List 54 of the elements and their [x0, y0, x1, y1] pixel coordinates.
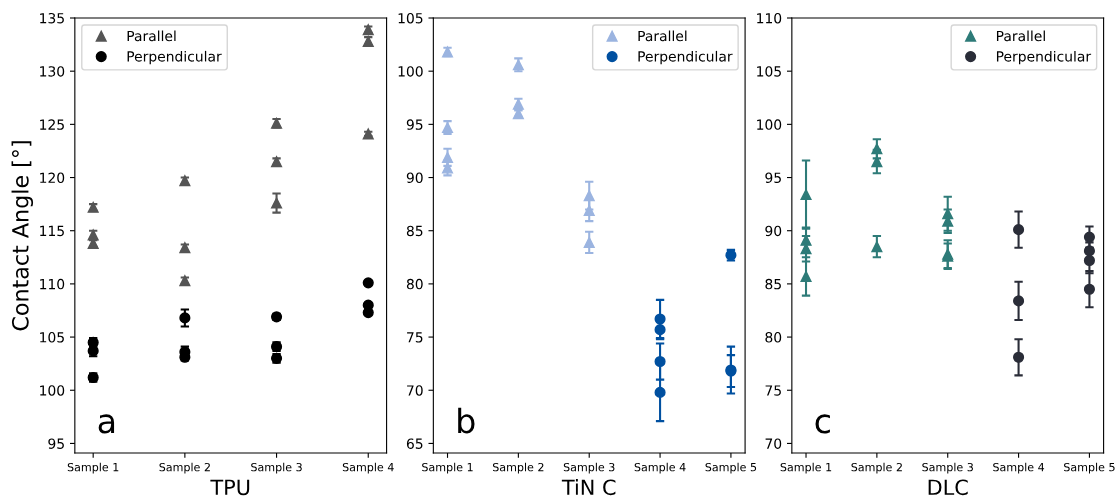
y-tick-label: 130 — [40, 66, 65, 77]
y-tick-label: 75 — [765, 385, 781, 396]
y-tick-label: 110 — [757, 12, 782, 24]
y-tick-label: 65 — [406, 438, 423, 449]
y-tick-label: 115 — [40, 225, 64, 237]
y-tick-label: 90 — [765, 225, 782, 237]
x-tick-label: Sample 4 — [993, 462, 1045, 474]
y-tick-label: 120 — [40, 172, 65, 184]
y-tick-label: 100 — [40, 385, 65, 396]
y-tick-label: 105 — [757, 66, 781, 77]
y-tick-label: 100 — [757, 119, 782, 130]
y-tick-label: 95 — [48, 438, 64, 449]
x-tick-label: Sample 4 — [634, 462, 686, 474]
y-tick-label: 90 — [406, 172, 423, 184]
y-tick-label: 95 — [765, 172, 781, 184]
annotation: b — [458, 407, 475, 434]
x-axis-title: DLC — [928, 479, 968, 496]
y-tick-label: 70 — [765, 438, 782, 449]
legend-label: Perpendicular — [638, 50, 733, 65]
y-axis-title: Contact Angle [°] — [11, 141, 34, 331]
x-tick-label: Sample 2 — [492, 462, 544, 474]
legend-label: Perpendicular — [127, 50, 222, 65]
legend-label: Perpendicular — [996, 50, 1092, 65]
x-tick-label: Sample 2 — [159, 462, 210, 474]
x-tick-label: Sample 1 — [422, 462, 473, 474]
x-tick-label: Sample 2 — [851, 462, 902, 474]
x-tick-label: Sample 3 — [251, 462, 302, 474]
y-tick-label: 105 — [40, 332, 64, 343]
y-tick-label: 105 — [398, 12, 423, 24]
x-axis-title: TiN C — [561, 479, 616, 496]
x-axis-title: TPU — [210, 479, 250, 496]
x-tick-label: Sample 3 — [563, 462, 615, 474]
x-tick-label: Sample 1 — [67, 462, 119, 474]
y-tick-label: 70 — [407, 385, 423, 396]
x-tick-label: Sample 3 — [922, 462, 973, 474]
y-tick-label: 85 — [406, 225, 423, 237]
x-tick-label: Sample 5 — [1064, 462, 1115, 474]
y-tick-label: 100 — [398, 66, 423, 77]
legend-label: Parallel — [638, 30, 687, 42]
y-tick-label: 135 — [40, 12, 64, 24]
annotation: c — [815, 414, 830, 434]
x-tick-label: Sample 1 — [780, 462, 832, 474]
y-tick-label: 80 — [406, 278, 423, 290]
x-tick-label: Sample 5 — [705, 462, 757, 474]
y-tick-label: 80 — [765, 332, 782, 343]
x-tick-label: Sample 4 — [342, 462, 394, 474]
annotation: a — [98, 414, 115, 434]
legend-label: Parallel — [996, 30, 1045, 42]
y-tick-label: 75 — [407, 332, 423, 343]
y-tick-label: 95 — [406, 119, 423, 130]
y-tick-label: 85 — [765, 278, 781, 290]
y-tick-label: 125 — [40, 119, 64, 130]
y-tick-label: 110 — [40, 278, 65, 290]
legend-label: Parallel — [127, 30, 176, 42]
